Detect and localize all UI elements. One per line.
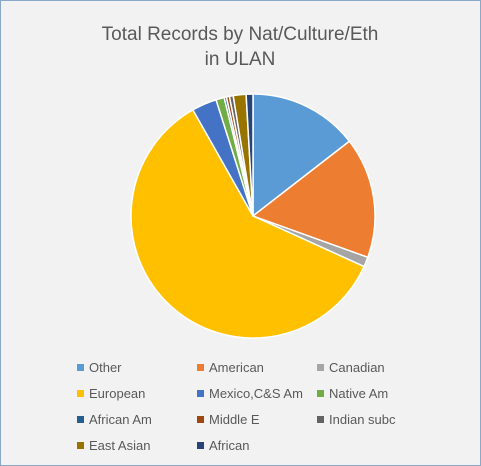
pie-slice-african <box>245 93 254 217</box>
legend-swatch <box>317 416 324 423</box>
chart-title: Total Records by Nat/Culture/Eth in ULAN <box>40 22 440 72</box>
legend-swatch <box>197 390 204 397</box>
legend-swatch <box>317 364 324 371</box>
legend-item: African <box>197 438 249 454</box>
legend-label: Middle E <box>209 412 260 427</box>
legend-swatch <box>77 442 84 449</box>
legend-label: Mexico,C&S Am <box>209 386 303 401</box>
legend-swatch <box>197 416 204 423</box>
legend-label: Native Am <box>329 386 389 401</box>
legend-label: African <box>209 438 250 453</box>
pie-slice-european <box>130 108 366 339</box>
legend-item: African Am <box>77 412 152 428</box>
legend-item: Indian subc <box>317 412 396 428</box>
legend-label: European <box>89 386 146 401</box>
legend-item: Middle E <box>197 412 260 428</box>
legend-swatch <box>197 364 204 371</box>
legend-item: European <box>77 386 145 402</box>
legend-swatch <box>197 442 204 449</box>
legend-item: American <box>197 360 264 376</box>
legend-item: Other <box>77 360 122 376</box>
legend-label: American <box>209 360 264 375</box>
chart-title-line-2: in ULAN <box>204 49 276 70</box>
legend-swatch <box>317 390 324 397</box>
legend-label: African Am <box>89 412 152 427</box>
legend-swatch <box>77 364 84 371</box>
pie-slice-american <box>251 140 376 259</box>
legend-label: Canadian <box>329 360 385 375</box>
legend-label: East Asian <box>89 438 151 453</box>
legend-label: Other <box>89 360 122 375</box>
legend-swatch <box>77 416 84 423</box>
legend-item: Canadian <box>317 360 385 376</box>
legend-swatch <box>77 390 84 397</box>
legend-item: Native Am <box>317 386 388 402</box>
chart-title-line-1: Total Records by Nat/Culture/Eth <box>101 24 379 45</box>
legend-item: East Asian <box>77 438 150 454</box>
legend-item: Mexico,C&S Am <box>197 386 303 402</box>
pie-slice-other <box>252 93 351 218</box>
legend-label: Indian subc <box>329 412 396 427</box>
